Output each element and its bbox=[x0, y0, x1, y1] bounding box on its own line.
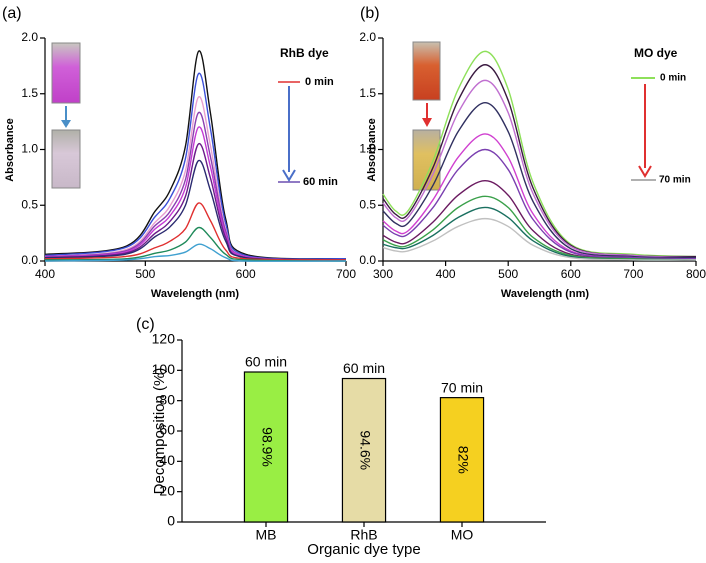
series-line bbox=[44, 159, 347, 261]
series-line bbox=[44, 72, 347, 260]
bar-top-label: 60 min bbox=[245, 354, 287, 370]
x-axis-title: Organic dye type bbox=[307, 541, 420, 558]
bar-top-label: 70 min bbox=[441, 379, 483, 395]
y-axis-title: Absorbance bbox=[4, 118, 16, 182]
bar bbox=[243, 371, 289, 523]
y-axis-title: Decomposition (%) bbox=[151, 368, 168, 495]
series-line bbox=[382, 50, 697, 258]
x-tick-label: 300 bbox=[373, 267, 393, 281]
series-line bbox=[382, 195, 697, 261]
x-tick-label: 600 bbox=[236, 267, 256, 281]
x-tick-label: 400 bbox=[35, 267, 55, 281]
series-line bbox=[382, 206, 697, 261]
series-line bbox=[44, 143, 347, 261]
y-tick-label: 120 bbox=[152, 331, 176, 347]
y-tick-label: 0.0 bbox=[359, 253, 376, 267]
start-label: 0 min bbox=[305, 76, 334, 88]
x-axis-title: Wavelength (nm) bbox=[501, 288, 590, 300]
vial-image bbox=[51, 42, 81, 104]
end-label: 70 min bbox=[659, 175, 691, 186]
y-axis-title: Absorbance bbox=[366, 118, 378, 182]
arrow-head bbox=[638, 165, 652, 178]
series-line bbox=[44, 126, 347, 261]
y-tick-label: 1.0 bbox=[359, 142, 376, 156]
bar bbox=[341, 377, 387, 523]
start-label: 0 min bbox=[660, 73, 686, 84]
panel-label: (c) bbox=[136, 316, 155, 333]
y-tick-label: 0 bbox=[167, 513, 175, 529]
arrow-head bbox=[422, 118, 432, 127]
x-axis-title: Wavelength (nm) bbox=[151, 288, 240, 300]
series-line bbox=[382, 101, 697, 259]
y-tick-label: 100 bbox=[152, 361, 176, 377]
vial-image bbox=[51, 129, 81, 189]
series-line bbox=[44, 226, 347, 262]
y-tick-label: 0.5 bbox=[359, 197, 376, 211]
x-tick-label: MO bbox=[451, 527, 474, 543]
y-tick-label: 40 bbox=[159, 452, 175, 468]
dye-label: RhB dye bbox=[280, 46, 329, 60]
x-tick-label: RhB bbox=[350, 527, 377, 543]
series-line bbox=[382, 79, 697, 259]
y-tick-label: 20 bbox=[159, 482, 175, 498]
series-line bbox=[44, 50, 347, 260]
x-tick-label: MB bbox=[256, 527, 277, 543]
series-line bbox=[382, 217, 697, 261]
x-tick-label: 700 bbox=[623, 267, 643, 281]
y-tick-label: 60 bbox=[159, 422, 175, 438]
y-tick-label: 0.0 bbox=[21, 253, 38, 267]
y-tick-label: 1.5 bbox=[21, 86, 38, 100]
y-tick-label: 1.0 bbox=[21, 142, 38, 156]
x-tick-label: 500 bbox=[135, 267, 155, 281]
vial-image bbox=[412, 41, 441, 101]
arrow-head bbox=[61, 120, 71, 128]
bar bbox=[439, 397, 485, 523]
dye-label: MO dye bbox=[634, 46, 678, 60]
value-label: 94.6% bbox=[357, 430, 373, 470]
value-label: 98.9% bbox=[259, 427, 275, 467]
x-tick-label: 700 bbox=[336, 267, 356, 281]
bar-top-label: 60 min bbox=[343, 360, 385, 376]
y-tick-label: 2.0 bbox=[21, 30, 38, 44]
x-tick-label: 600 bbox=[561, 267, 581, 281]
y-tick-label: 80 bbox=[159, 391, 175, 407]
panel-label: (a) bbox=[2, 5, 22, 22]
series-line bbox=[44, 202, 347, 261]
x-tick-label: 800 bbox=[686, 267, 706, 281]
x-tick-label: 400 bbox=[436, 267, 456, 281]
value-label: 82% bbox=[455, 446, 471, 474]
series-line bbox=[382, 148, 697, 260]
arrow-head bbox=[282, 169, 296, 182]
y-tick-label: 0.5 bbox=[21, 197, 38, 211]
series-line bbox=[44, 243, 347, 262]
end-label: 60 min bbox=[303, 176, 338, 188]
y-tick-label: 2.0 bbox=[359, 30, 376, 44]
y-tick-label: 1.5 bbox=[359, 86, 376, 100]
panel-label: (b) bbox=[360, 5, 380, 22]
x-tick-label: 500 bbox=[498, 267, 518, 281]
